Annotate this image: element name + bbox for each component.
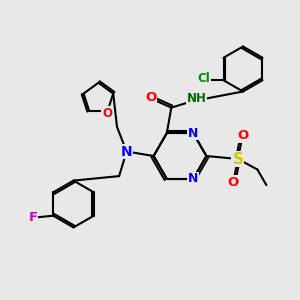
Text: Cl: Cl: [198, 72, 210, 85]
Text: F: F: [28, 211, 38, 224]
Text: S: S: [232, 152, 243, 166]
Text: N: N: [188, 172, 198, 185]
Text: NH: NH: [187, 92, 206, 105]
Text: N: N: [188, 127, 198, 140]
Text: O: O: [145, 91, 156, 104]
Text: N: N: [121, 145, 132, 158]
Text: O: O: [102, 106, 112, 120]
Text: O: O: [237, 129, 249, 142]
Text: O: O: [227, 176, 238, 189]
